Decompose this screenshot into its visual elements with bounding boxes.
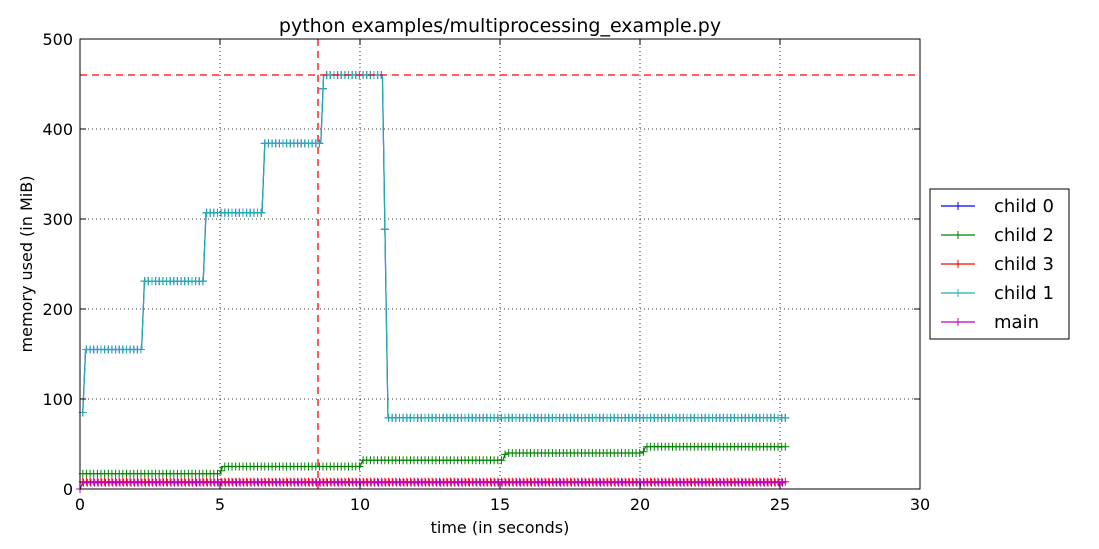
- legend-label: child 3: [994, 254, 1054, 275]
- legend-marker: [954, 318, 962, 326]
- plot-series: [76, 71, 790, 493]
- series-child-0: [78, 71, 790, 422]
- reference-lines: [80, 39, 920, 489]
- x-axis-ticks: 0 5 10 15 20 25 30: [75, 39, 930, 514]
- legend-entry: child 2: [941, 225, 1054, 246]
- legend-entries: child 0 child 2 child 3 child 1 main: [941, 196, 1054, 333]
- series-markers: [78, 71, 790, 422]
- legend-entry: child 0: [941, 196, 1054, 217]
- series-child-2: [78, 442, 790, 478]
- series-markers: [78, 477, 790, 486]
- y-tick-label: 100: [42, 390, 73, 409]
- legend-marker: [954, 289, 962, 297]
- y-tick-label: 400: [42, 120, 73, 139]
- legend-label: child 2: [994, 225, 1054, 246]
- y-tick-label: 0: [63, 480, 73, 499]
- legend-entry: main: [941, 312, 1039, 333]
- legend-entry: child 1: [941, 283, 1054, 304]
- x-axis-label: time (in seconds): [431, 518, 570, 537]
- y-tick-label: 200: [42, 300, 73, 319]
- series-line: [82, 74, 786, 419]
- x-tick-label: 30: [910, 495, 930, 514]
- y-tick-label: 500: [42, 30, 73, 49]
- legend-label: child 0: [994, 196, 1054, 217]
- legend-label: main: [994, 312, 1039, 333]
- x-tick-label: 5: [215, 495, 225, 514]
- legend-entry: child 3: [941, 254, 1054, 275]
- series-markers: [78, 71, 790, 422]
- legend-label: child 1: [994, 283, 1054, 304]
- legend-marker: [954, 260, 962, 268]
- y-axis-label: memory used (in MiB): [17, 176, 36, 353]
- legend: child 0 child 2 child 3 child 1 main: [929, 188, 1070, 340]
- y-tick-label: 300: [42, 210, 73, 229]
- series-line: [82, 74, 786, 419]
- legend-marker: [954, 231, 962, 239]
- y-axis-ticks: 0 100 200 300 400 500: [42, 30, 920, 499]
- series-markers: [78, 442, 790, 478]
- x-tick-label: 25: [770, 495, 790, 514]
- x-tick-label: 10: [350, 495, 370, 514]
- series-child-1: [78, 71, 790, 422]
- x-tick-label: 0: [75, 495, 85, 514]
- legend-marker: [954, 202, 962, 210]
- chart-title: python examples/multiprocessing_example.…: [279, 15, 721, 37]
- grid-lines: [80, 39, 920, 489]
- x-tick-label: 15: [490, 495, 510, 514]
- x-tick-label: 20: [630, 495, 650, 514]
